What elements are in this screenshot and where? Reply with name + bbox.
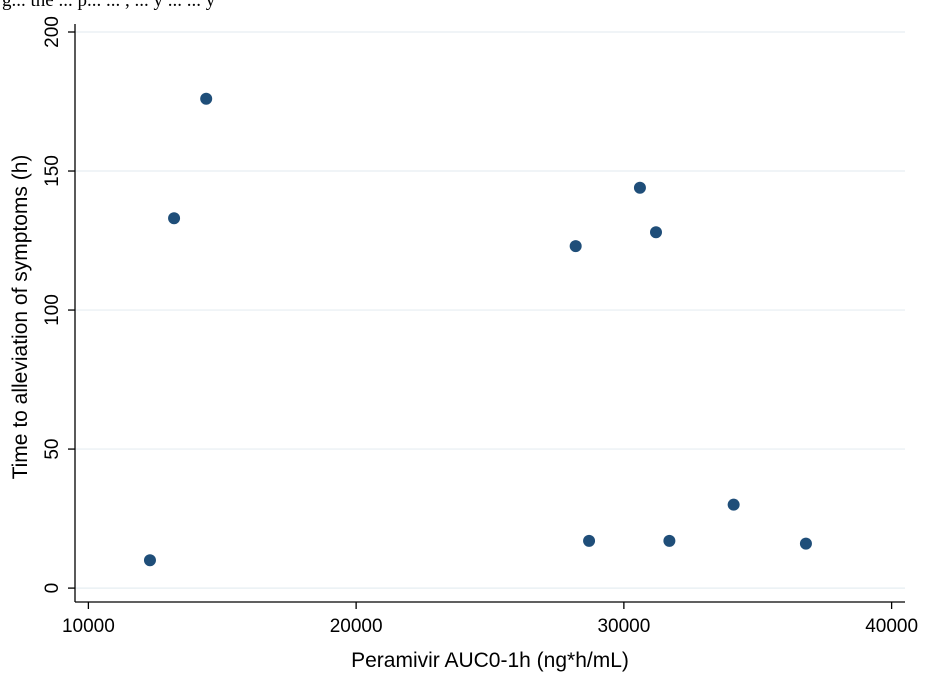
y-tick-label: 150 [42,155,63,187]
y-tick-label: 50 [42,439,63,460]
axes: 0 50 100 150 200 10000 20000 30000 40000 [42,16,918,637]
data-points [143,92,812,567]
x-tick-label: 40000 [865,616,918,637]
x-tick-label: 10000 [62,616,115,637]
data-point [799,537,812,550]
data-point [143,554,156,567]
data-point [650,226,662,239]
x-axis-label: Peramivir AUC0-1h (ng*h/mL) [351,649,629,672]
data-point [583,534,596,547]
data-point [569,240,582,253]
figure-caption-text: g... the ... p... ... , ... y ... ... y [2,0,216,11]
figure-caption-fragment: g... the ... p... ... , ... y ... ... y [0,0,927,14]
data-point [727,498,740,511]
y-tick-label: 100 [42,294,63,326]
y-tick-label: 200 [42,16,63,48]
data-point [663,534,676,547]
data-point [168,212,181,225]
x-tick-label: 20000 [330,616,383,637]
y-axis-label: Time to alleviation of symptoms (h) [9,155,32,480]
x-tick-label: 30000 [597,616,650,637]
gridlines [75,31,905,589]
y-tick-label: 0 [42,583,63,594]
data-point [633,181,646,194]
data-point [200,92,213,105]
